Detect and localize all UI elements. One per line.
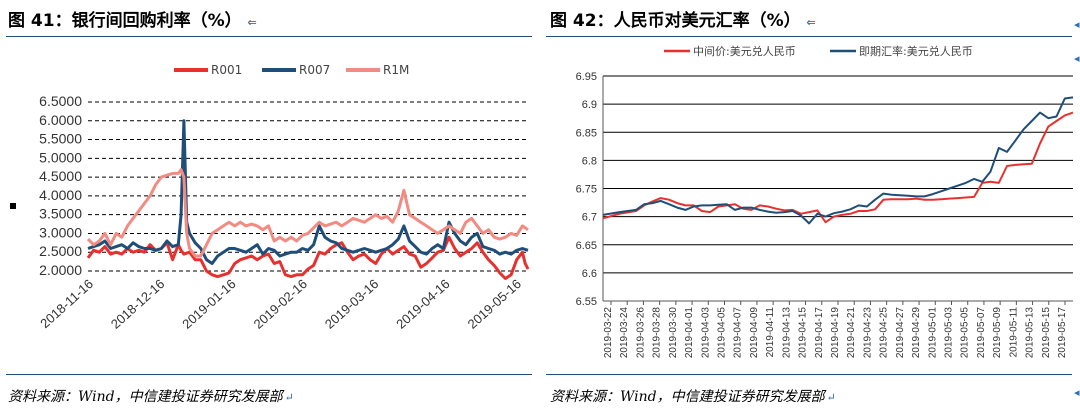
x-tick-label: 2019-05-11 xyxy=(1008,307,1019,358)
y-tick-label: 2.0000 xyxy=(39,262,82,278)
x-tick-label: 2019-03-22 xyxy=(603,307,614,359)
legend-label: R001 xyxy=(211,63,242,77)
y-tick-label: 6.0000 xyxy=(39,112,82,128)
bottom-rule xyxy=(546,374,1072,375)
x-tick-label: 2019-04-25 xyxy=(879,307,890,359)
x-tick-label: 2019-04-05 xyxy=(717,307,728,359)
series-line-2 xyxy=(602,96,1074,225)
x-tick-label: 2019-05-01 xyxy=(927,307,938,359)
bullet-marker xyxy=(10,203,16,209)
series-line-2 xyxy=(87,119,529,265)
x-tick-label: 2019-04-23 xyxy=(862,307,873,359)
x-tick-label: 2019-04-11 xyxy=(765,307,776,358)
y-tick-label: 6.9 xyxy=(582,99,597,111)
return-mark-icon: ⇐ xyxy=(802,16,816,29)
x-tick-label: 2019-04-09 xyxy=(749,307,760,359)
series-line-3 xyxy=(86,168,529,258)
x-tick-label: 2019-03-26 xyxy=(635,307,646,359)
fx-rate-chart: 6.55 6.6 6.65 6.7 6.75 6.8 6.85 6.9 6.95 2019-03-… xyxy=(576,44,1074,359)
bottom-rule xyxy=(6,374,532,375)
x-tick-label: 2019-04-16 xyxy=(393,276,452,332)
x-tick-label: 2019-03-30 xyxy=(668,307,679,359)
x-tick-label: 2018-12-16 xyxy=(108,276,167,332)
x-tick-label: 2019-05-09 xyxy=(992,307,1003,359)
x-tick-label: 2019-02-16 xyxy=(251,276,310,332)
y-tick-label: 5.0000 xyxy=(39,149,82,165)
y-tick-label: 4.0000 xyxy=(39,187,82,203)
x-tick-label: 2018-11-16 xyxy=(37,276,96,331)
y-tick-label: 2.5000 xyxy=(39,243,82,259)
y-tick-label: 4.5000 xyxy=(39,168,82,184)
x-tick-label: 2019-04-13 xyxy=(781,307,792,359)
return-mark-icon: ↵ xyxy=(284,391,294,404)
x-tick-label: 2019-05-13 xyxy=(1025,307,1036,359)
x-tick-label: 2019-01-16 xyxy=(179,276,238,332)
x-tick-label: 2019-05-15 xyxy=(1041,307,1052,359)
figure-42-panel: 图 42：人民币对美元汇率（%） ⇐ 6.55 6.6 6.65 6.7 6.75 6.8… xyxy=(540,0,1080,410)
x-tick-label: 2019-04-17 xyxy=(814,307,825,359)
figure-42-title: 图 42：人民币对美元汇率（%） ⇐ xyxy=(550,11,816,31)
legend-label: 中间价:美元兑人民币 xyxy=(693,44,796,58)
x-tick-label: 2019-04-21 xyxy=(846,307,857,359)
x-tick-label: 2019-03-16 xyxy=(322,276,381,332)
figure-42-source: 资料来源：Wind，中信建投证券研究发展部 ↵ xyxy=(550,389,836,405)
legend-label: 即期汇率:美元兑人民币 xyxy=(859,44,973,58)
x-tick-label: 2019-04-15 xyxy=(798,307,809,359)
x-tick-label: 2019-05-03 xyxy=(944,307,955,359)
y-tick-label: 3.5000 xyxy=(39,206,82,222)
y-tick-label: 6.95 xyxy=(576,71,597,83)
edge-arrow-icon: ◂ xyxy=(1074,18,1080,31)
y-tick-label: 3.0000 xyxy=(39,224,82,240)
x-tick-label: 2019-04-19 xyxy=(830,307,841,359)
x-tick-label: 2019-03-24 xyxy=(619,307,630,359)
legend-label: R007 xyxy=(299,63,330,77)
return-mark-icon: ⇐ xyxy=(243,16,257,29)
y-tick-label: 6.8 xyxy=(582,155,597,167)
y-tick-label: 6.55 xyxy=(576,296,597,308)
figure-41-source: 资料来源：Wind，中信建投证券研究发展部 ↵ xyxy=(8,389,294,405)
x-tick-label: 2019-04-27 xyxy=(895,307,906,359)
x-tick-label: 2019-04-07 xyxy=(733,307,744,359)
edge-arrow-icon: ◂ xyxy=(1074,52,1080,65)
x-tick-label: 2019-05-07 xyxy=(976,307,987,359)
top-rule xyxy=(6,36,532,37)
x-tick-label: 2019-04-03 xyxy=(700,307,711,359)
top-rule xyxy=(546,36,1072,37)
y-tick-label: 6.7 xyxy=(582,212,597,224)
legend-label: R1M xyxy=(383,63,409,77)
x-tick-label: 2019-03-28 xyxy=(652,307,663,359)
x-tick-label: 2019-04-01 xyxy=(684,307,695,359)
y-tick-label: 5.5000 xyxy=(39,131,82,147)
repo-rate-chart: 2.0000 2.5000 3.0000 3.5000 4.0000 4.5000 5.00… xyxy=(37,63,530,332)
return-mark-icon: ↵ xyxy=(826,391,836,404)
figure-41-title: 图 41：银行间回购利率（%） ⇐ xyxy=(8,11,257,31)
x-tick-label: 2019-05-16 xyxy=(465,276,524,332)
y-tick-label: 6.75 xyxy=(576,184,597,196)
y-tick-label: 6.6 xyxy=(582,268,597,280)
y-tick-label: 6.5000 xyxy=(39,93,82,109)
x-tick-label: 2019-05-17 xyxy=(1057,307,1068,359)
y-tick-label: 6.85 xyxy=(576,127,597,139)
x-tick-label: 2019-05-05 xyxy=(960,307,971,359)
figure-41-panel: 图 41：银行间回购利率（%） ⇐ 2.0000 2.5000 3.0000 3.50… xyxy=(6,11,532,405)
x-tick-label: 2019-04-29 xyxy=(911,307,922,359)
y-tick-label: 6.65 xyxy=(576,240,597,252)
edge-arrow-icon: ◂ xyxy=(1074,386,1080,399)
